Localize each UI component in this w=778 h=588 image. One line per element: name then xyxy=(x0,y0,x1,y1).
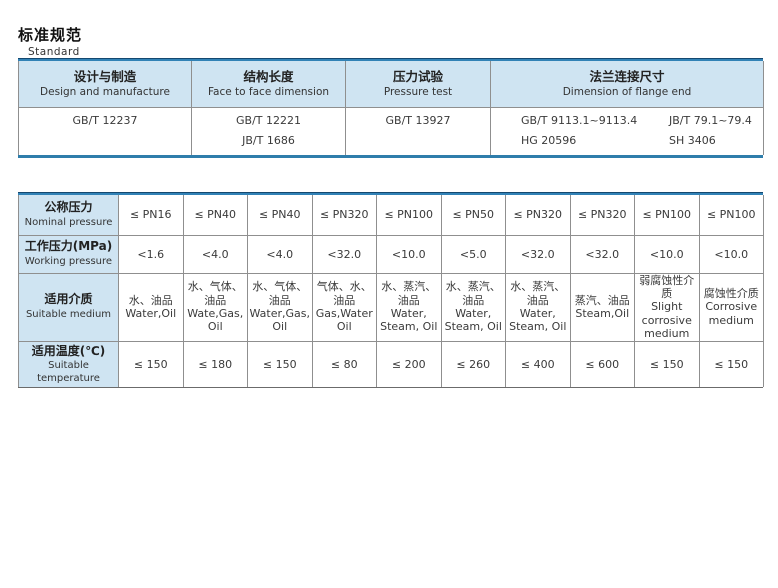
param-rowheader-temperature-en: Suitable temperature xyxy=(37,360,100,384)
temperature-cell: ≤ 150 xyxy=(118,340,184,388)
param-rowheader-medium-en: Suitable medium xyxy=(25,309,112,321)
std-header-pressure-test: 压力试验 Pressure test xyxy=(345,61,491,108)
std-value-design-line1: GB/T 12237 xyxy=(72,114,138,127)
param-rowheader-nominal-pressure-zh: 公称压力 xyxy=(44,200,93,215)
working-pressure-cell: <32.0 xyxy=(505,234,571,274)
working-pressure-cell: <10.0 xyxy=(698,234,764,274)
std-value-pressure-test: GB/T 13927 xyxy=(345,107,491,155)
param-rowheader-nominal-pressure-en: Nominal pressure xyxy=(24,216,113,228)
page-title-en: Standard xyxy=(28,46,80,58)
std-value-flange-hg: HG 20596 xyxy=(521,134,577,147)
std-header-face-to-face: 结构长度 Face to face dimension xyxy=(191,61,346,108)
param-rowheader-nominal-pressure: 公称压力 Nominal pressure xyxy=(18,195,119,236)
std-value-flange-gb: GB/T 9113.1~9113.4 xyxy=(521,114,638,127)
param-rowheader-working-pressure: 工作压力(MPa) Working pressure xyxy=(18,234,119,274)
std-header-design-zh: 设计与制造 xyxy=(73,68,137,84)
temperature-cell: ≤ 600 xyxy=(569,340,635,388)
std-header-flange-end: 法兰连接尺寸 Dimension of flange end xyxy=(490,61,764,108)
page-title-zh: 标准规范 xyxy=(18,26,83,44)
working-pressure-cell: <10.0 xyxy=(634,234,700,274)
working-pressure-cell: <10.0 xyxy=(376,234,442,274)
medium-cell: 水、蒸汽、 油品 Water, Steam, Oil xyxy=(505,272,571,342)
medium-cell: 水、蒸汽、 油品 Water, Steam, Oil xyxy=(376,272,442,342)
param-rowheader-working-pressure-zh: 工作压力(MPa) xyxy=(24,239,113,254)
nominal-pressure-cell: ≤ PN50 xyxy=(440,195,506,236)
temperature-cell: ≤ 180 xyxy=(182,340,248,388)
temperature-cell: ≤ 150 xyxy=(247,340,313,388)
std-header-flange-end-zh: 法兰连接尺寸 xyxy=(589,68,665,84)
std-header-face-to-face-en: Face to face dimension xyxy=(207,86,330,99)
working-pressure-cell: <5.0 xyxy=(440,234,506,274)
medium-cell: 水、气体、 油品 Water,Gas, Oil xyxy=(247,272,313,342)
std-header-pressure-test-en: Pressure test xyxy=(383,86,453,99)
nominal-pressure-cell: ≤ PN100 xyxy=(634,195,700,236)
std-value-flange-jb: JB/T 79.1~79.4 xyxy=(669,114,752,127)
page-title: 标准规范 Standard xyxy=(18,24,82,59)
param-rowheader-temperature: 适用温度(℃) Suitable temperature xyxy=(18,340,119,388)
nominal-pressure-cell: ≤ PN320 xyxy=(311,195,377,236)
medium-cell: 气体、水、 油品 Gas,Water Oil xyxy=(311,272,377,342)
std-value-design: GB/T 12237 xyxy=(18,107,192,155)
medium-cell: 蒸汽、油品 Steam,Oil xyxy=(569,272,635,342)
medium-cell: 水、油品 Water,Oil xyxy=(118,272,184,342)
medium-cell: 水、蒸汽、 油品 Water, Steam, Oil xyxy=(440,272,506,342)
nominal-pressure-cell: ≤ PN40 xyxy=(247,195,313,236)
std-value-face-to-face: GB/T 12221 JB/T 1686 xyxy=(191,107,346,155)
std-header-face-to-face-zh: 结构长度 xyxy=(243,68,294,84)
std-header-pressure-test-zh: 压力试验 xyxy=(392,68,443,84)
temperature-cell: ≤ 150 xyxy=(634,340,700,388)
std-value-flange-end: GB/T 9113.1~9113.4 JB/T 79.1~79.4 HG 205… xyxy=(490,107,764,155)
param-rowheader-medium: 适用介质 Suitable medium xyxy=(18,272,119,342)
working-pressure-cell: <32.0 xyxy=(311,234,377,274)
temperature-cell: ≤ 80 xyxy=(311,340,377,388)
temperature-cell: ≤ 150 xyxy=(698,340,764,388)
working-pressure-cell: <32.0 xyxy=(569,234,635,274)
temperature-cell: ≤ 200 xyxy=(376,340,442,388)
working-pressure-cell: <4.0 xyxy=(182,234,248,274)
temperature-cell: ≤ 400 xyxy=(505,340,571,388)
standards-table: 设计与制造 Design and manufacture 结构长度 Face t… xyxy=(18,58,764,158)
medium-cell: 腐蚀性介质 Corrosive medium xyxy=(698,272,764,342)
medium-cell: 弱腐蚀性介质 Slight corrosive medium xyxy=(634,272,700,342)
nominal-pressure-cell: ≤ PN320 xyxy=(569,195,635,236)
std-value-face-to-face-line2: JB/T 1686 xyxy=(242,134,295,147)
nominal-pressure-cell: ≤ PN100 xyxy=(376,195,442,236)
temperature-cell: ≤ 260 xyxy=(440,340,506,388)
std-header-flange-end-en: Dimension of flange end xyxy=(562,86,692,99)
std-value-face-to-face-line1: GB/T 12221 xyxy=(236,114,301,127)
medium-cell: 水、气体、 油品 Wate,Gas, Oil xyxy=(182,272,248,342)
param-rowheader-medium-zh: 适用介质 xyxy=(44,292,93,307)
nominal-pressure-cell: ≤ PN100 xyxy=(698,195,764,236)
std-header-design: 设计与制造 Design and manufacture xyxy=(18,61,192,108)
param-rowheader-temperature-zh: 适用温度(℃) xyxy=(31,343,106,358)
std-value-pressure-test-line1: GB/T 13927 xyxy=(385,114,451,127)
nominal-pressure-cell: ≤ PN16 xyxy=(118,195,184,236)
working-pressure-cell: <1.6 xyxy=(118,234,184,274)
std-value-flange-sh: SH 3406 xyxy=(669,134,716,147)
nominal-pressure-cell: ≤ PN320 xyxy=(505,195,571,236)
working-pressure-cell: <4.0 xyxy=(247,234,313,274)
parameters-table: 公称压力 Nominal pressure ≤ PN16 ≤ PN40 ≤ PN… xyxy=(18,192,764,389)
nominal-pressure-cell: ≤ PN40 xyxy=(182,195,248,236)
std-header-design-en: Design and manufacture xyxy=(40,86,170,99)
param-rowheader-working-pressure-en: Working pressure xyxy=(24,256,113,268)
